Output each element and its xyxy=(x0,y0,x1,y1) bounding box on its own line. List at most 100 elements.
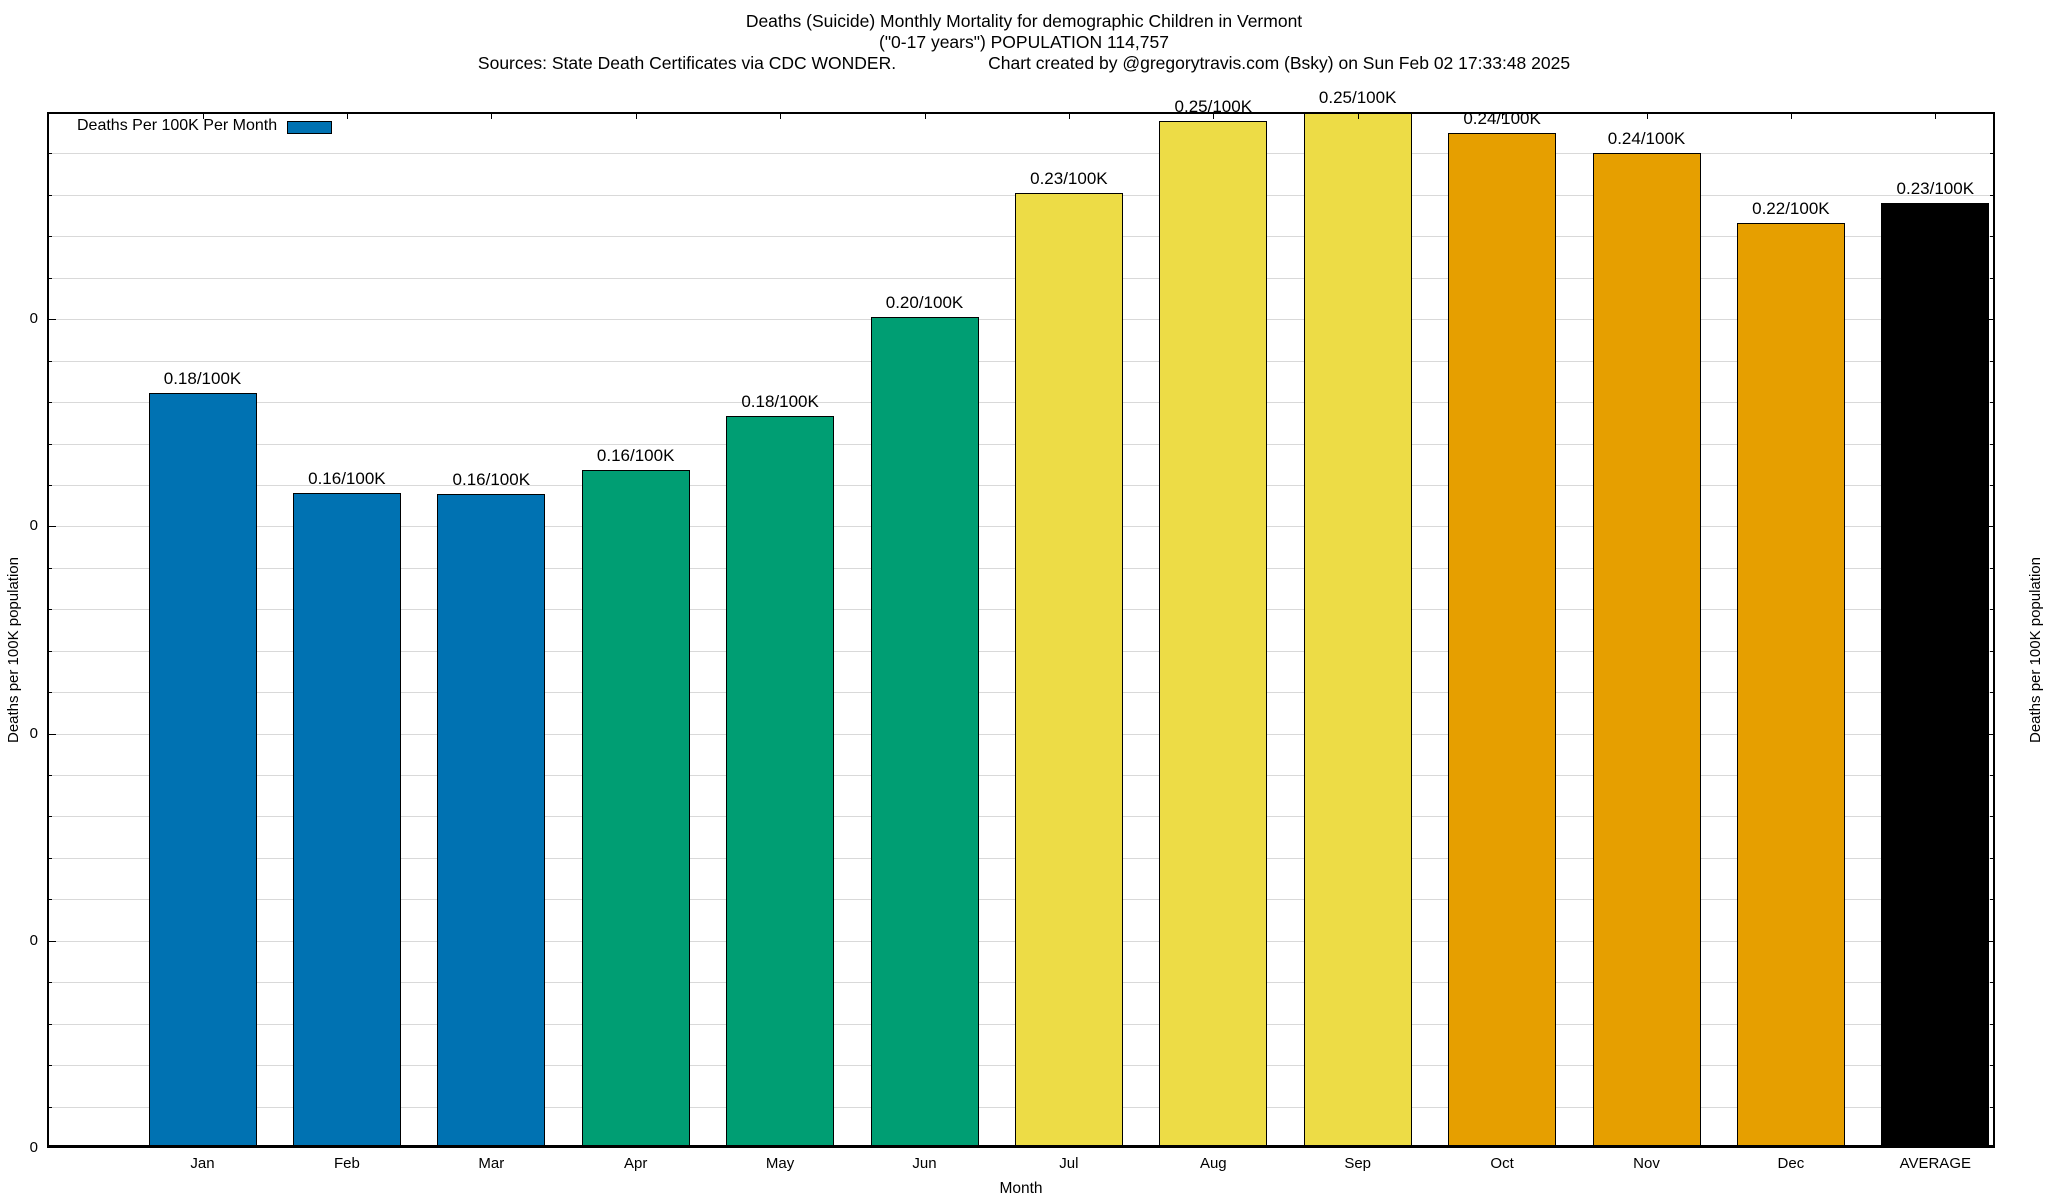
bar-sep xyxy=(1303,112,1412,1148)
y-axis-tick xyxy=(47,236,52,238)
y-axis-tick xyxy=(1986,733,1995,735)
chart-title: Deaths (Suicide) Monthly Mortality for d… xyxy=(745,11,1303,31)
bar-value-label: 0.23/100K xyxy=(1030,169,1108,189)
x-axis-tick xyxy=(1790,112,1792,119)
bar-aug xyxy=(1159,121,1268,1148)
x-tick-label: Dec xyxy=(1777,1155,1805,1172)
x-axis-line xyxy=(47,1145,1995,1148)
chart-credit-note: Chart created by @gregorytravis.com (Bsk… xyxy=(988,53,1571,73)
bar-nov xyxy=(1592,153,1701,1148)
x-tick-label: Sep xyxy=(1344,1155,1372,1172)
bar-apr xyxy=(581,470,690,1148)
x-axis-tick xyxy=(1068,112,1070,119)
y-axis-tick xyxy=(47,360,52,362)
x-axis-tick xyxy=(1935,112,1937,119)
y-axis-tick xyxy=(1990,982,1995,984)
y-tick-label: 0 xyxy=(29,517,38,535)
x-tick-label: Oct xyxy=(1490,1155,1514,1172)
plot-area: Deaths Per 100K Per Month xyxy=(47,112,1995,1148)
legend-swatch-icon xyxy=(287,120,333,134)
y-axis-tick xyxy=(47,402,52,404)
x-axis-tick xyxy=(1357,112,1359,119)
y-axis-tick xyxy=(1990,360,1995,362)
y-axis-tick xyxy=(47,1106,52,1108)
y-axis-tick xyxy=(1990,650,1995,652)
chart-subtitle: ("0-17 years") POPULATION 114,757 xyxy=(879,32,1169,52)
y-axis-tick xyxy=(1990,194,1995,196)
y-axis-tick xyxy=(47,816,52,818)
y-tick-label: 0 xyxy=(29,310,38,328)
y-axis-line-left xyxy=(47,112,49,1148)
bar-value-label: 0.16/100K xyxy=(308,468,386,488)
legend-label: Deaths Per 100K Per Month xyxy=(77,117,278,134)
y-axis-tick xyxy=(47,526,56,528)
x-axis-tick xyxy=(780,112,782,119)
y-axis-tick xyxy=(1990,899,1995,901)
x-axis-tick xyxy=(1646,112,1648,119)
y-axis-tick xyxy=(1986,526,1995,528)
legend: Deaths Per 100K Per Month xyxy=(77,116,333,136)
bar-mar xyxy=(437,494,546,1148)
bar-may xyxy=(726,416,835,1148)
y-axis-tick xyxy=(1990,1106,1995,1108)
y-axis-tick xyxy=(1990,236,1995,238)
bar-feb xyxy=(292,492,401,1148)
x-axis-tick xyxy=(635,112,637,119)
x-tick-label: Apr xyxy=(624,1155,648,1172)
y-axis-tick xyxy=(47,1023,52,1025)
y-axis-tick xyxy=(47,443,52,445)
y-axis-label-left: Deaths per 100K population xyxy=(5,557,22,743)
y-axis-tick xyxy=(1990,857,1995,859)
y-axis-tick xyxy=(1990,153,1995,155)
bar-jun xyxy=(870,317,979,1148)
x-tick-label: Aug xyxy=(1199,1155,1227,1172)
x-axis-tick xyxy=(1502,112,1504,119)
y-axis-tick xyxy=(47,940,56,942)
x-tick-label: Jun xyxy=(912,1155,937,1172)
x-axis-tick xyxy=(202,112,204,119)
x-tick-label: Nov xyxy=(1633,1155,1660,1172)
bar-value-label: 0.24/100K xyxy=(1463,109,1541,129)
y-axis-tick xyxy=(47,484,52,486)
plot-border-top xyxy=(47,112,1995,114)
y-axis-tick xyxy=(1990,567,1995,569)
x-tick-label: Jan xyxy=(190,1155,215,1172)
bar-value-label: 0.25/100K xyxy=(1174,97,1253,117)
y-axis-tick xyxy=(1990,1023,1995,1025)
y-axis-tick xyxy=(47,319,56,321)
y-axis-tick xyxy=(47,1065,52,1067)
x-tick-label: AVERAGE xyxy=(1899,1155,1971,1172)
y-axis-tick xyxy=(1990,1065,1995,1067)
y-axis-tick xyxy=(1990,609,1995,611)
y-axis-tick xyxy=(47,775,52,777)
x-axis-tick xyxy=(924,112,926,119)
y-axis-tick xyxy=(47,153,52,155)
bar-value-label: 0.20/100K xyxy=(885,293,964,313)
bar-value-label: 0.23/100K xyxy=(1896,179,1975,199)
x-axis-tick xyxy=(346,112,348,119)
y-axis-tick xyxy=(47,609,52,611)
y-axis-tick xyxy=(47,692,52,694)
y-axis-tick xyxy=(47,733,56,735)
y-tick-label: 0 xyxy=(29,931,38,949)
bar-value-label: 0.25/100K xyxy=(1318,88,1397,107)
y-axis-tick xyxy=(1986,940,1995,942)
y-axis-tick xyxy=(1990,402,1995,404)
y-axis-tick xyxy=(47,857,52,859)
source-line: Sources: State Death Certificates via CD… xyxy=(0,53,2048,74)
y-axis-tick xyxy=(1990,484,1995,486)
x-axis-tick xyxy=(491,112,493,119)
y-axis-tick xyxy=(1990,443,1995,445)
x-tick-label: Mar xyxy=(478,1155,505,1172)
x-tick-label: Feb xyxy=(333,1155,360,1172)
y-axis-label-right: Deaths per 100K population xyxy=(2027,557,2044,743)
y-axis-line-right xyxy=(1993,112,1995,1148)
x-axis-label: Month xyxy=(999,1180,1043,1197)
gridline xyxy=(47,153,1995,155)
y-axis-tick xyxy=(1990,775,1995,777)
y-axis-tick xyxy=(1990,816,1995,818)
bar-value-label: 0.18/100K xyxy=(163,368,242,388)
bar-value-label: 0.16/100K xyxy=(452,470,531,490)
bar-jul xyxy=(1014,193,1123,1148)
